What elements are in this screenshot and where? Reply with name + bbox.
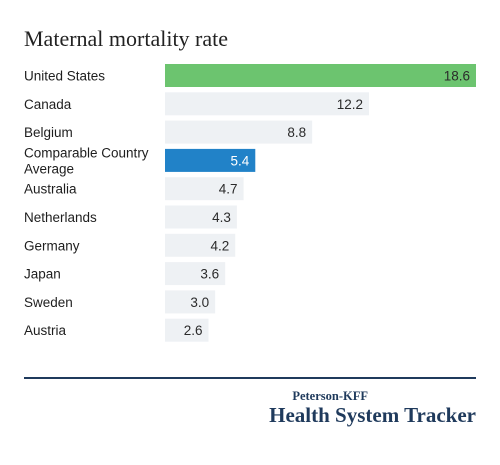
category-label-4: Australia <box>24 182 77 197</box>
category-label-0: United States <box>24 69 105 84</box>
footer-divider <box>24 377 476 379</box>
value-label-6: 4.2 <box>210 238 229 253</box>
bar-chart: 18.6 United States 12.2 Canada 8.8 Belgium 5.4… <box>24 64 476 342</box>
category-label-3-line-0: Comparable Country <box>24 145 149 160</box>
brand-line2: Health System Tracker <box>269 403 476 427</box>
category-label-6: Germany <box>24 238 80 253</box>
value-label-9: 2.6 <box>184 323 203 338</box>
category-label-9: Austria <box>24 323 67 338</box>
chart-title: Maternal mortality rate <box>24 26 229 51</box>
bar-5 <box>165 205 237 229</box>
value-label-8: 3.0 <box>190 295 209 310</box>
brand-line1: Peterson-KFF <box>292 389 368 403</box>
category-label-8: Sweden <box>24 295 73 310</box>
category-label-2: Belgium <box>24 125 73 140</box>
category-label-5: Netherlands <box>24 210 97 225</box>
category-label-1: Canada <box>24 97 72 112</box>
bar-4 <box>165 177 244 201</box>
category-label-7: Japan <box>24 267 61 282</box>
bar-2 <box>165 120 313 144</box>
value-label-2: 8.8 <box>287 125 306 140</box>
bar-7 <box>165 262 226 286</box>
bar-9 <box>165 318 209 342</box>
value-label-1: 12.2 <box>337 97 363 112</box>
value-label-4: 4.7 <box>219 182 238 197</box>
bar-1 <box>165 92 369 116</box>
bar-3 <box>165 148 256 172</box>
bar-6 <box>165 233 236 257</box>
bar-0 <box>165 64 476 87</box>
category-label-3: Comparable Country Average <box>24 145 149 176</box>
value-label-7: 3.6 <box>200 267 219 282</box>
value-label-3: 5.4 <box>231 153 250 168</box>
value-label-0: 18.6 <box>444 69 470 84</box>
bar-8 <box>165 290 216 314</box>
category-label-3-line-1: Average <box>24 161 74 176</box>
value-label-5: 4.3 <box>212 210 231 225</box>
